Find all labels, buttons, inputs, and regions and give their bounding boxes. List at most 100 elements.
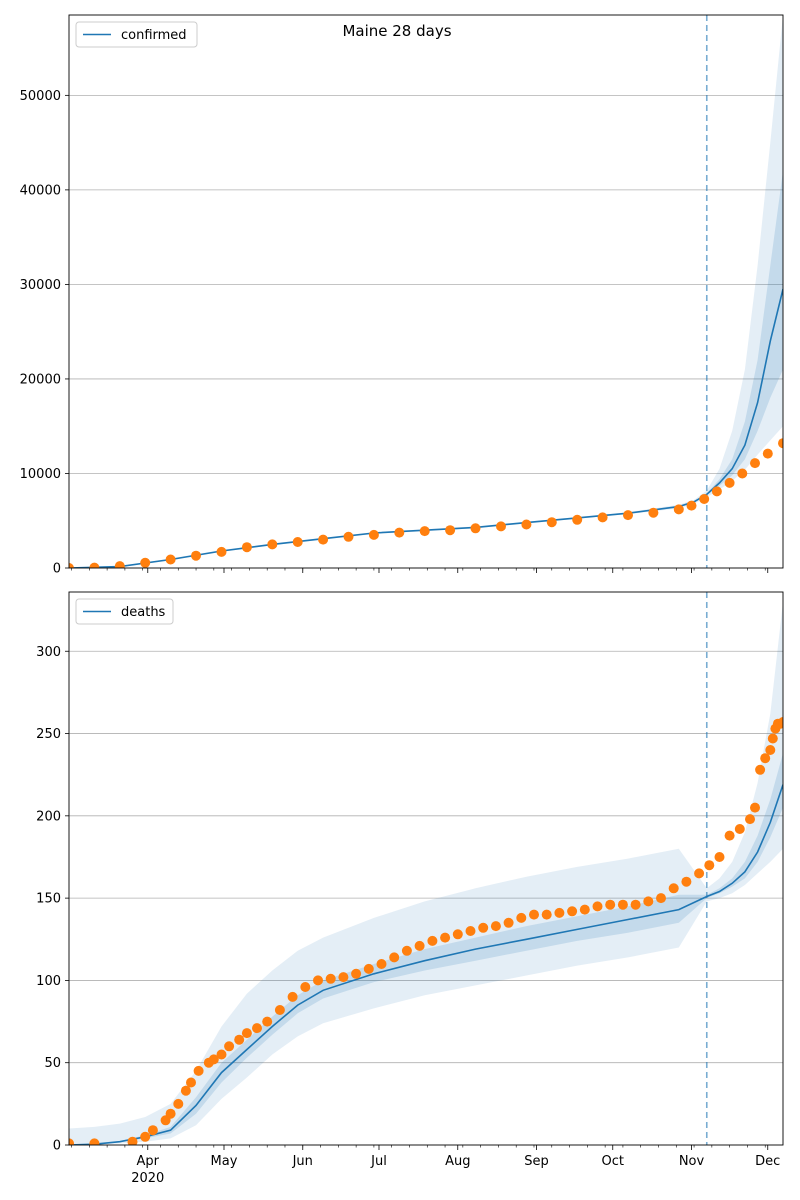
observed-point: [765, 745, 776, 755]
observed-point: [656, 893, 666, 904]
observed-point: [681, 876, 692, 887]
observed-point: [503, 917, 514, 928]
y-tick-label: 0: [53, 1139, 61, 1154]
observed-point: [300, 982, 311, 992]
legend-box: [75, 21, 198, 48]
plot-area: [69, 592, 783, 1145]
observed-point: [567, 906, 578, 917]
observed-point: [292, 537, 303, 547]
observed-point: [147, 1125, 158, 1136]
observed-point: [89, 1138, 100, 1145]
observed-point: [541, 909, 552, 920]
figure-title: Maine 28 days: [342, 22, 451, 40]
observed-point: [704, 860, 715, 871]
observed-point: [274, 1005, 285, 1015]
observed-point: [440, 932, 451, 943]
observed-point: [755, 764, 766, 775]
y-tick-label: 200: [36, 809, 61, 824]
observed-point: [694, 868, 705, 879]
y-tick-label: 10000: [20, 467, 61, 482]
observed-point: [760, 753, 771, 764]
observed-point: [89, 562, 100, 568]
y-tick-label: 250: [36, 727, 61, 742]
legend: deaths: [75, 598, 174, 625]
observed-point: [778, 717, 783, 727]
observed-point: [529, 909, 539, 920]
observed-point: [554, 907, 565, 918]
observed-point: [313, 975, 323, 986]
observed-point: [419, 526, 430, 537]
y-tick-label: 0: [53, 562, 61, 577]
observed-point: [465, 926, 476, 936]
observed-point: [241, 1028, 252, 1039]
model-line: [69, 288, 783, 568]
uncertainty-band-50: [69, 753, 783, 1145]
y-tick-label: 300: [36, 645, 61, 660]
observed-point: [216, 1049, 227, 1060]
observed-point: [252, 1023, 262, 1034]
observed-point: [762, 448, 773, 459]
observed-point: [287, 991, 298, 1002]
observed-point: [686, 500, 697, 511]
observed-point: [140, 557, 151, 568]
observed-point: [338, 972, 349, 983]
observed-point: [69, 1138, 74, 1145]
observed-point: [750, 802, 760, 813]
observed-point: [452, 929, 463, 940]
observed-point: [734, 824, 745, 834]
observed-point: [630, 899, 641, 910]
legend-box: [75, 598, 174, 625]
deaths-panel: 0 50 100 150 200 250 300 Apr May Jun Jul Aug Sep Oct N…: [36, 591, 784, 1186]
observed-point: [572, 514, 583, 525]
observed-point: [617, 899, 628, 910]
observed-point: [427, 935, 438, 946]
x-tick-label: Oct: [602, 1154, 624, 1169]
x-tick-label: Sep: [524, 1154, 549, 1169]
observed-point: [193, 1065, 204, 1076]
legend: confirmed: [75, 21, 198, 48]
observed-point: [714, 852, 725, 862]
observed-point: [737, 468, 748, 479]
observed-point: [325, 973, 336, 984]
observed-point: [673, 504, 684, 515]
observed-point: [745, 814, 755, 825]
observed-point: [668, 883, 679, 894]
observed-point: [127, 1136, 138, 1145]
observed-point: [241, 542, 252, 553]
observed-point: [579, 904, 590, 915]
y-tick-label: 40000: [20, 183, 61, 198]
observed-point: [140, 1131, 151, 1142]
observed-point: [69, 563, 74, 568]
observed-point: [363, 963, 374, 974]
observed-point: [546, 517, 557, 528]
plot-area: [69, 15, 783, 568]
observed-point: [368, 529, 379, 540]
observed-point: [351, 968, 362, 979]
x-tick-label: Dec: [755, 1154, 780, 1169]
observed-point: [173, 1098, 184, 1109]
observed-point: [389, 952, 400, 963]
observed-point: [267, 539, 278, 550]
observed-point: [767, 733, 778, 744]
observed-point: [643, 896, 654, 907]
x-year-label: 2020: [131, 1171, 164, 1186]
x-tick-label: May: [211, 1154, 238, 1169]
observed-point: [445, 525, 456, 536]
observed-point: [516, 912, 527, 923]
observed-point: [165, 554, 176, 565]
observed-point: [343, 531, 354, 542]
observed-point: [208, 1054, 219, 1065]
observed-point: [414, 940, 425, 951]
observed-point: [521, 519, 532, 530]
observed-point: [478, 922, 489, 933]
observed-point: [750, 458, 760, 469]
observed-point: [262, 1016, 273, 1027]
y-tick-label: 30000: [20, 278, 61, 293]
observed-point: [724, 830, 735, 841]
x-tick-label: Aug: [445, 1154, 470, 1169]
y-tick-label: 50: [44, 1056, 61, 1071]
observed-point: [394, 527, 405, 538]
observed-point: [597, 512, 608, 523]
x-tick-label: Jun: [292, 1154, 313, 1169]
